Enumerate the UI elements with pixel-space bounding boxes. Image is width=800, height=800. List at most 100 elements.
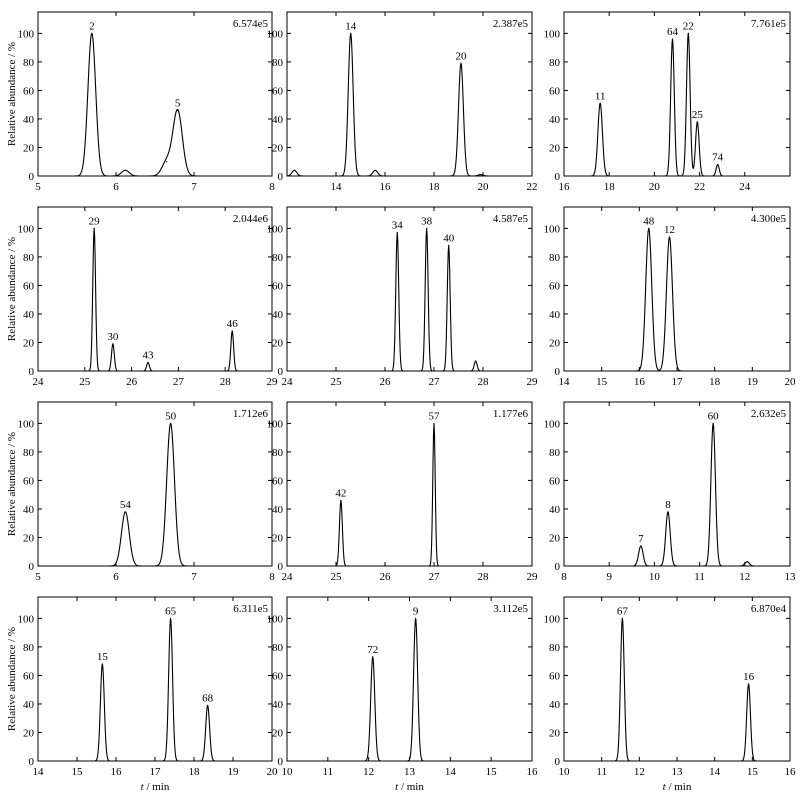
peak-label: 30 <box>107 331 119 343</box>
chromatogram-trace <box>37 618 273 762</box>
peak-apex <box>372 656 374 658</box>
y-tick-label: 40 <box>549 504 561 516</box>
x-tick-label: 15 <box>747 766 759 778</box>
y-tick-label: 0 <box>29 561 35 573</box>
y-tick-label: 100 <box>18 418 35 430</box>
plot-frame <box>37 596 273 762</box>
y-tick-label: 80 <box>23 252 35 264</box>
x-tick-label: 13 <box>785 571 797 583</box>
intensity-scale-label: 6.311e5 <box>233 603 268 615</box>
plot-frame <box>563 11 791 177</box>
peak-label: 11 <box>595 90 606 102</box>
peak-label: 54 <box>120 499 132 511</box>
x-tick-label: 11 <box>596 766 607 778</box>
x-tick-label: 12 <box>634 766 645 778</box>
chromatogram-trace <box>563 617 791 762</box>
x-tick-label: 6 <box>113 181 119 193</box>
x-tick-label: 16 <box>380 181 392 193</box>
chromatogram-trace <box>286 32 533 177</box>
peak-apex <box>124 169 126 171</box>
panel-4: 24 25 26 27 28 29 0 20 40 60 80 100 29 30 43 46 2.044e6 R… <box>6 206 279 388</box>
y-tick-label: 100 <box>544 28 561 40</box>
peak-apex <box>448 244 450 247</box>
plot-frame <box>286 206 533 372</box>
y-tick-label: 20 <box>272 142 284 154</box>
chromatogram-trace <box>563 422 791 567</box>
y-axis-label: Relative abundance / % <box>6 42 18 146</box>
y-tick-label: 60 <box>549 475 561 487</box>
y-tick-label: 100 <box>267 613 284 625</box>
y-tick-label: 100 <box>18 28 35 40</box>
peak-apex <box>599 102 601 104</box>
x-tick-label: 26 <box>126 376 138 388</box>
peak-apex <box>396 232 398 234</box>
peak-apex <box>177 109 179 111</box>
chromatogram-trace <box>563 32 791 177</box>
y-tick-label: 80 <box>549 252 561 264</box>
x-tick-label: 8 <box>561 571 567 583</box>
peak-label: 48 <box>643 215 655 227</box>
peak-apex <box>374 169 376 171</box>
y-tick-label: 20 <box>23 337 35 349</box>
peak-apex <box>648 227 650 229</box>
x-tick-label: 17 <box>672 376 684 388</box>
y-tick-label: 0 <box>278 366 284 378</box>
x-axis-label-unit: / min <box>398 781 424 793</box>
x-axis-label-var: t <box>663 781 667 793</box>
peak-apex <box>747 683 750 685</box>
x-tick-label: 22 <box>694 181 705 193</box>
y-tick-label: 0 <box>555 171 561 183</box>
y-axis-label: Relative abundance / % <box>6 627 18 731</box>
y-tick-label: 60 <box>23 475 35 487</box>
y-tick-label: 0 <box>29 171 35 183</box>
peak-label: 15 <box>97 651 109 663</box>
y-tick-label: 100 <box>544 223 561 235</box>
x-axis-label-var: t <box>141 781 145 793</box>
y-tick-label: 60 <box>272 280 284 292</box>
y-tick-label: 60 <box>23 85 35 97</box>
y-tick-label: 100 <box>18 613 35 625</box>
peak-apex <box>460 62 462 64</box>
chromatogram-trace <box>286 422 533 567</box>
y-tick-label: 0 <box>278 561 284 573</box>
peak-apex <box>621 617 623 619</box>
peak-apex <box>350 32 352 34</box>
y-tick-label: 60 <box>549 85 561 97</box>
y-axis-label: Relative abundance / % <box>6 237 18 341</box>
y-tick-label: 40 <box>23 504 35 516</box>
intensity-scale-label: 2.632e5 <box>751 408 787 420</box>
peak-apex <box>91 32 93 34</box>
x-tick-label: 15 <box>486 766 498 778</box>
peak-label: 7 <box>638 533 644 545</box>
y-tick-label: 60 <box>549 280 561 292</box>
peak-apex <box>717 163 719 166</box>
x-axis-label: t / min <box>395 781 424 793</box>
x-tick-label: 18 <box>429 181 441 193</box>
peak-apex <box>166 161 168 163</box>
peak-label: 29 <box>89 215 101 227</box>
y-tick-label: 20 <box>23 532 35 544</box>
peak-label: 34 <box>392 220 404 232</box>
x-tick-label: 28 <box>220 376 232 388</box>
y-tick-label: 0 <box>278 756 284 768</box>
x-tick-label: 24 <box>33 376 45 388</box>
y-tick-label: 80 <box>272 447 284 459</box>
plot-frame <box>286 596 533 762</box>
x-tick-label: 29 <box>267 376 279 388</box>
peak-label: 64 <box>667 26 679 38</box>
y-tick-label: 40 <box>549 114 561 126</box>
x-tick-label: 13 <box>404 766 416 778</box>
plot-frame <box>37 206 273 372</box>
x-tick-label: 14 <box>709 766 721 778</box>
peak-label: 72 <box>367 644 378 656</box>
y-tick-label: 80 <box>549 57 561 69</box>
y-tick-label: 0 <box>278 171 284 183</box>
x-tick-label: 29 <box>527 376 539 388</box>
x-tick-label: 18 <box>189 766 201 778</box>
x-tick-label: 5 <box>35 571 41 583</box>
plot-frame <box>286 11 533 177</box>
chromatogram-trace <box>37 227 273 372</box>
y-tick-label: 40 <box>272 699 284 711</box>
